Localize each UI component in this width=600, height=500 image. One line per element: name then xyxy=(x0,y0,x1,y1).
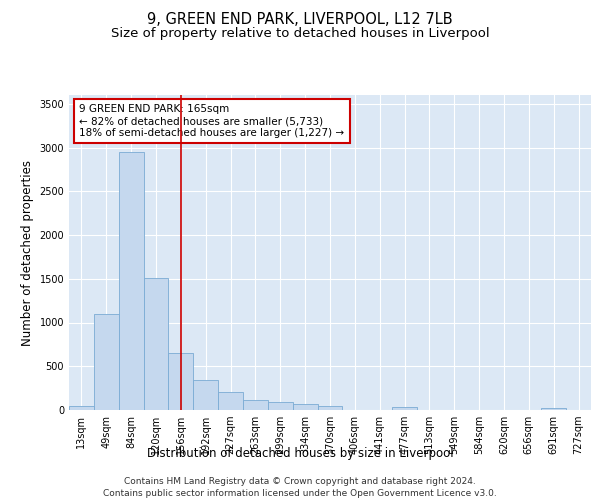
Text: 9 GREEN END PARK: 165sqm
← 82% of detached houses are smaller (5,733)
18% of sem: 9 GREEN END PARK: 165sqm ← 82% of detach… xyxy=(79,104,344,138)
Bar xyxy=(268,402,293,410)
Text: 9, GREEN END PARK, LIVERPOOL, L12 7LB: 9, GREEN END PARK, LIVERPOOL, L12 7LB xyxy=(147,12,453,28)
Text: Distribution of detached houses by size in Liverpool: Distribution of detached houses by size … xyxy=(146,448,454,460)
Bar xyxy=(143,278,169,410)
Bar xyxy=(169,353,193,410)
Bar xyxy=(293,404,317,410)
Text: Contains public sector information licensed under the Open Government Licence v3: Contains public sector information licen… xyxy=(103,489,497,498)
Bar xyxy=(243,400,268,410)
Bar xyxy=(392,408,417,410)
Bar xyxy=(69,406,94,410)
Text: Contains HM Land Registry data © Crown copyright and database right 2024.: Contains HM Land Registry data © Crown c… xyxy=(124,478,476,486)
Bar xyxy=(119,152,143,410)
Bar xyxy=(317,406,343,410)
Bar xyxy=(541,408,566,410)
Bar xyxy=(218,392,243,410)
Text: Size of property relative to detached houses in Liverpool: Size of property relative to detached ho… xyxy=(110,28,490,40)
Bar xyxy=(193,380,218,410)
Bar xyxy=(94,314,119,410)
Y-axis label: Number of detached properties: Number of detached properties xyxy=(21,160,34,346)
